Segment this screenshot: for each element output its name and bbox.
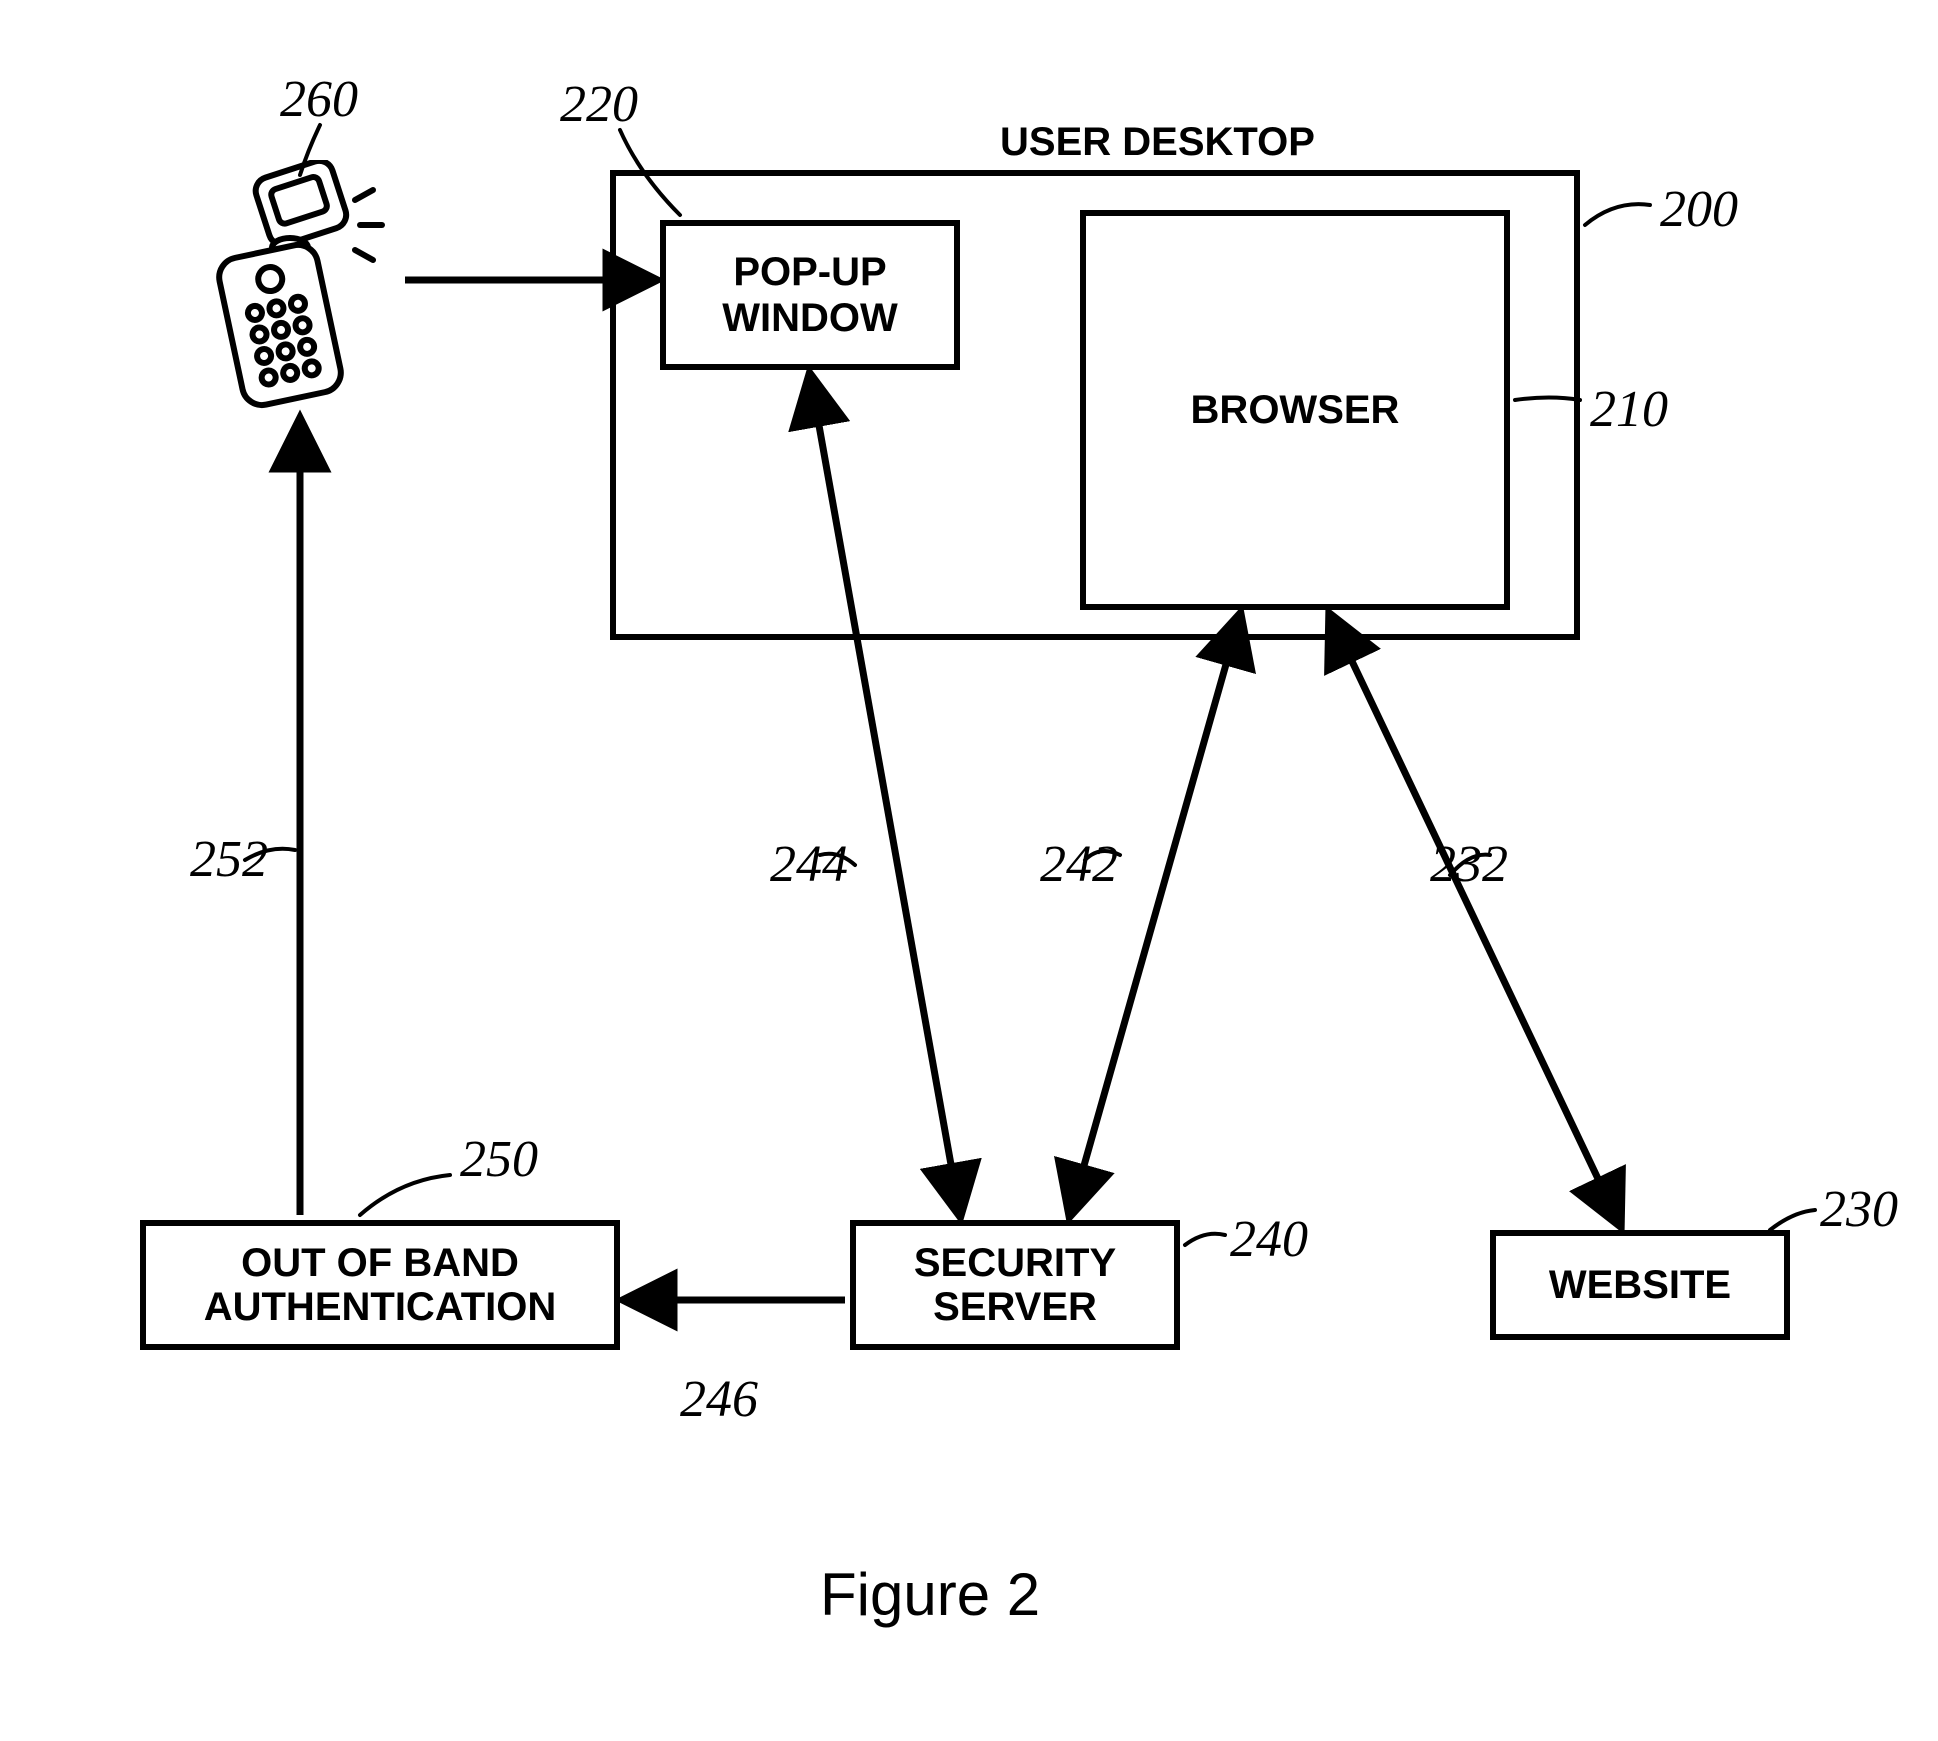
lead-200	[1585, 204, 1650, 225]
ref-252: 252	[190, 830, 268, 889]
node-popup: POP-UP WINDOW	[660, 220, 960, 370]
ref-246: 246	[680, 1370, 758, 1429]
figure-caption: Figure 2	[820, 1560, 1040, 1629]
ref-240: 240	[1230, 1210, 1308, 1269]
node-oob-title: OUT OF BAND AUTHENTICATION	[204, 1241, 557, 1329]
edge-browser-security	[1070, 615, 1240, 1215]
node-browser: BROWSER	[1080, 210, 1510, 610]
ref-242: 242	[1040, 835, 1118, 894]
lead-240	[1185, 1234, 1225, 1245]
node-security-title: SECURITY SERVER	[914, 1241, 1116, 1329]
node-browser-title: BROWSER	[1191, 388, 1400, 433]
ref-220: 220	[560, 75, 638, 134]
ref-230: 230	[1820, 1180, 1898, 1239]
phone-icon	[200, 160, 400, 420]
node-popup-title: POP-UP WINDOW	[722, 249, 898, 341]
node-website: WEBSITE	[1490, 1230, 1790, 1340]
ref-200: 200	[1660, 180, 1738, 239]
node-security: SECURITY SERVER	[850, 1220, 1180, 1350]
ref-260: 260	[280, 70, 358, 129]
ref-250: 250	[460, 1130, 538, 1189]
edge-browser-website	[1330, 615, 1620, 1225]
lead-250	[360, 1175, 450, 1215]
lead-230	[1770, 1210, 1815, 1230]
ref-232: 232	[1430, 835, 1508, 894]
ref-244: 244	[770, 835, 848, 894]
node-website-title: WEBSITE	[1549, 1263, 1731, 1308]
node-desktop-title: USER DESKTOP	[1000, 120, 1315, 165]
ref-210: 210	[1590, 380, 1668, 439]
figure-canvas: USER DESKTOP POP-UP WINDOW BROWSER SECUR…	[0, 0, 1938, 1741]
node-oob: OUT OF BAND AUTHENTICATION	[140, 1220, 620, 1350]
